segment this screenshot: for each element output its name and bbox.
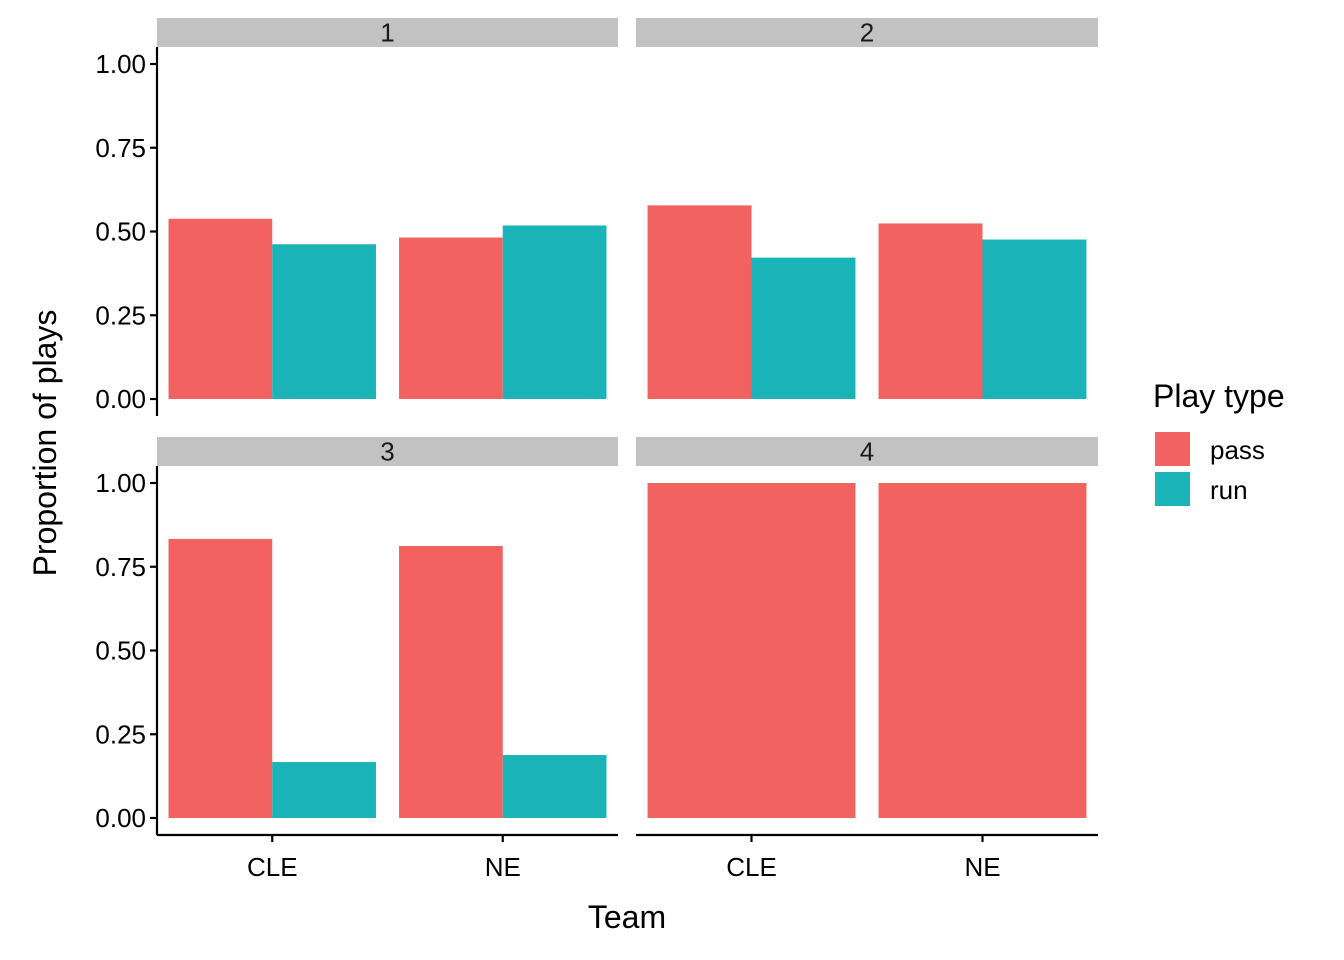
x-axis-title: Team — [588, 899, 666, 935]
y-tick-label: 0.25 — [95, 300, 146, 330]
facet-panel-4: 4 CLE NE — [636, 437, 1098, 882]
facet-strip — [636, 437, 1098, 466]
y-tick-label: 0.50 — [95, 636, 146, 666]
y-tick-label: 0.00 — [95, 803, 146, 833]
x-tick-label: NE — [485, 852, 521, 882]
bar-pass-ne — [878, 483, 1087, 818]
legend: Play type pass run — [1153, 378, 1285, 506]
bar-run-ne — [982, 239, 1087, 399]
bar-run-cle — [272, 244, 376, 399]
bar-run-ne — [502, 225, 607, 399]
bar-pass-cle — [168, 538, 273, 818]
bar-run-cle — [272, 762, 376, 818]
bar-pass-cle — [647, 483, 856, 818]
legend-title: Play type — [1153, 378, 1285, 414]
legend-swatch-run — [1155, 472, 1190, 506]
legend-label-run: run — [1210, 475, 1248, 505]
facet-panel-3: 3 0.00 0.25 0.50 0.75 1.00 CLE NE — [95, 437, 618, 882]
y-tick-label: 1.00 — [95, 49, 146, 79]
bar-run-cle — [751, 257, 856, 399]
facet-strip-label: 4 — [860, 437, 874, 467]
facet-strip — [636, 18, 1098, 47]
y-tick-label: 0.50 — [95, 217, 146, 247]
bar-pass-ne — [399, 237, 503, 399]
facet-strip — [157, 18, 618, 47]
facet-strip — [157, 437, 618, 466]
bar-pass-cle — [647, 205, 752, 399]
y-tick-label: 0.25 — [95, 719, 146, 749]
y-axis-title: Proportion of plays — [27, 310, 63, 577]
legend-label-pass: pass — [1210, 435, 1265, 465]
x-tick-label: NE — [964, 852, 1000, 882]
y-tick-label: 0.75 — [95, 552, 146, 582]
facet-panel-1: 1 0.00 0.25 0.50 0.75 1.00 — [95, 18, 618, 416]
legend-swatch-pass — [1155, 432, 1190, 466]
bar-pass-cle — [168, 218, 273, 399]
facet-panels: 10.000.250.500.751.00230.000.250.500.751… — [95, 18, 1098, 882]
facet-strip-label: 3 — [380, 437, 394, 467]
facet-strip-label: 1 — [380, 18, 394, 48]
y-tick-label: 0.00 — [95, 384, 146, 414]
x-tick-label: CLE — [726, 852, 777, 882]
x-tick-label: CLE — [247, 852, 298, 882]
facet-strip-label: 2 — [860, 18, 874, 48]
bar-pass-ne — [399, 545, 503, 818]
y-tick-label: 0.75 — [95, 133, 146, 163]
facet-panel-2: 2 — [636, 18, 1098, 399]
bar-run-ne — [502, 755, 607, 818]
y-tick-label: 1.00 — [95, 468, 146, 498]
bar-pass-ne — [878, 223, 983, 399]
